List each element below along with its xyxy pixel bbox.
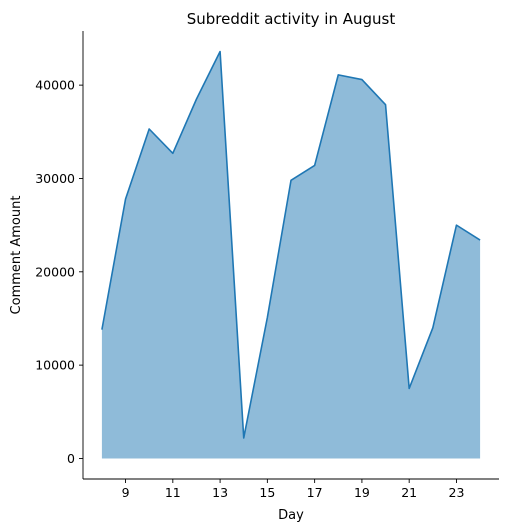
x-tick-label: 11 bbox=[165, 485, 181, 500]
x-tick-label: 9 bbox=[122, 485, 130, 500]
plot-area bbox=[101, 50, 481, 459]
x-axis-label: Day bbox=[278, 508, 304, 523]
y-axis-label: Comment Amount bbox=[9, 196, 24, 315]
x-tick-label: 17 bbox=[307, 485, 323, 500]
y-tick-label: 0 bbox=[67, 451, 75, 466]
x-tick-label: 23 bbox=[449, 485, 465, 500]
x-tick-label: 13 bbox=[212, 485, 228, 500]
x-tick-label: 15 bbox=[259, 485, 275, 500]
series-line bbox=[101, 50, 481, 439]
x-axis-ticks: 9 11 13 15 17 19 21 23 bbox=[122, 479, 465, 500]
area-fill bbox=[101, 51, 481, 459]
y-tick-label: 40000 bbox=[35, 78, 75, 93]
y-tick-label: 10000 bbox=[35, 358, 75, 373]
x-tick-label: 21 bbox=[401, 485, 417, 500]
y-tick-label: 20000 bbox=[35, 264, 75, 279]
chart-title: Subreddit activity in August bbox=[187, 10, 396, 28]
y-tick-label: 30000 bbox=[35, 171, 75, 186]
y-axis-ticks: 0 10000 20000 30000 40000 bbox=[35, 78, 83, 466]
x-tick-label: 19 bbox=[354, 485, 370, 500]
